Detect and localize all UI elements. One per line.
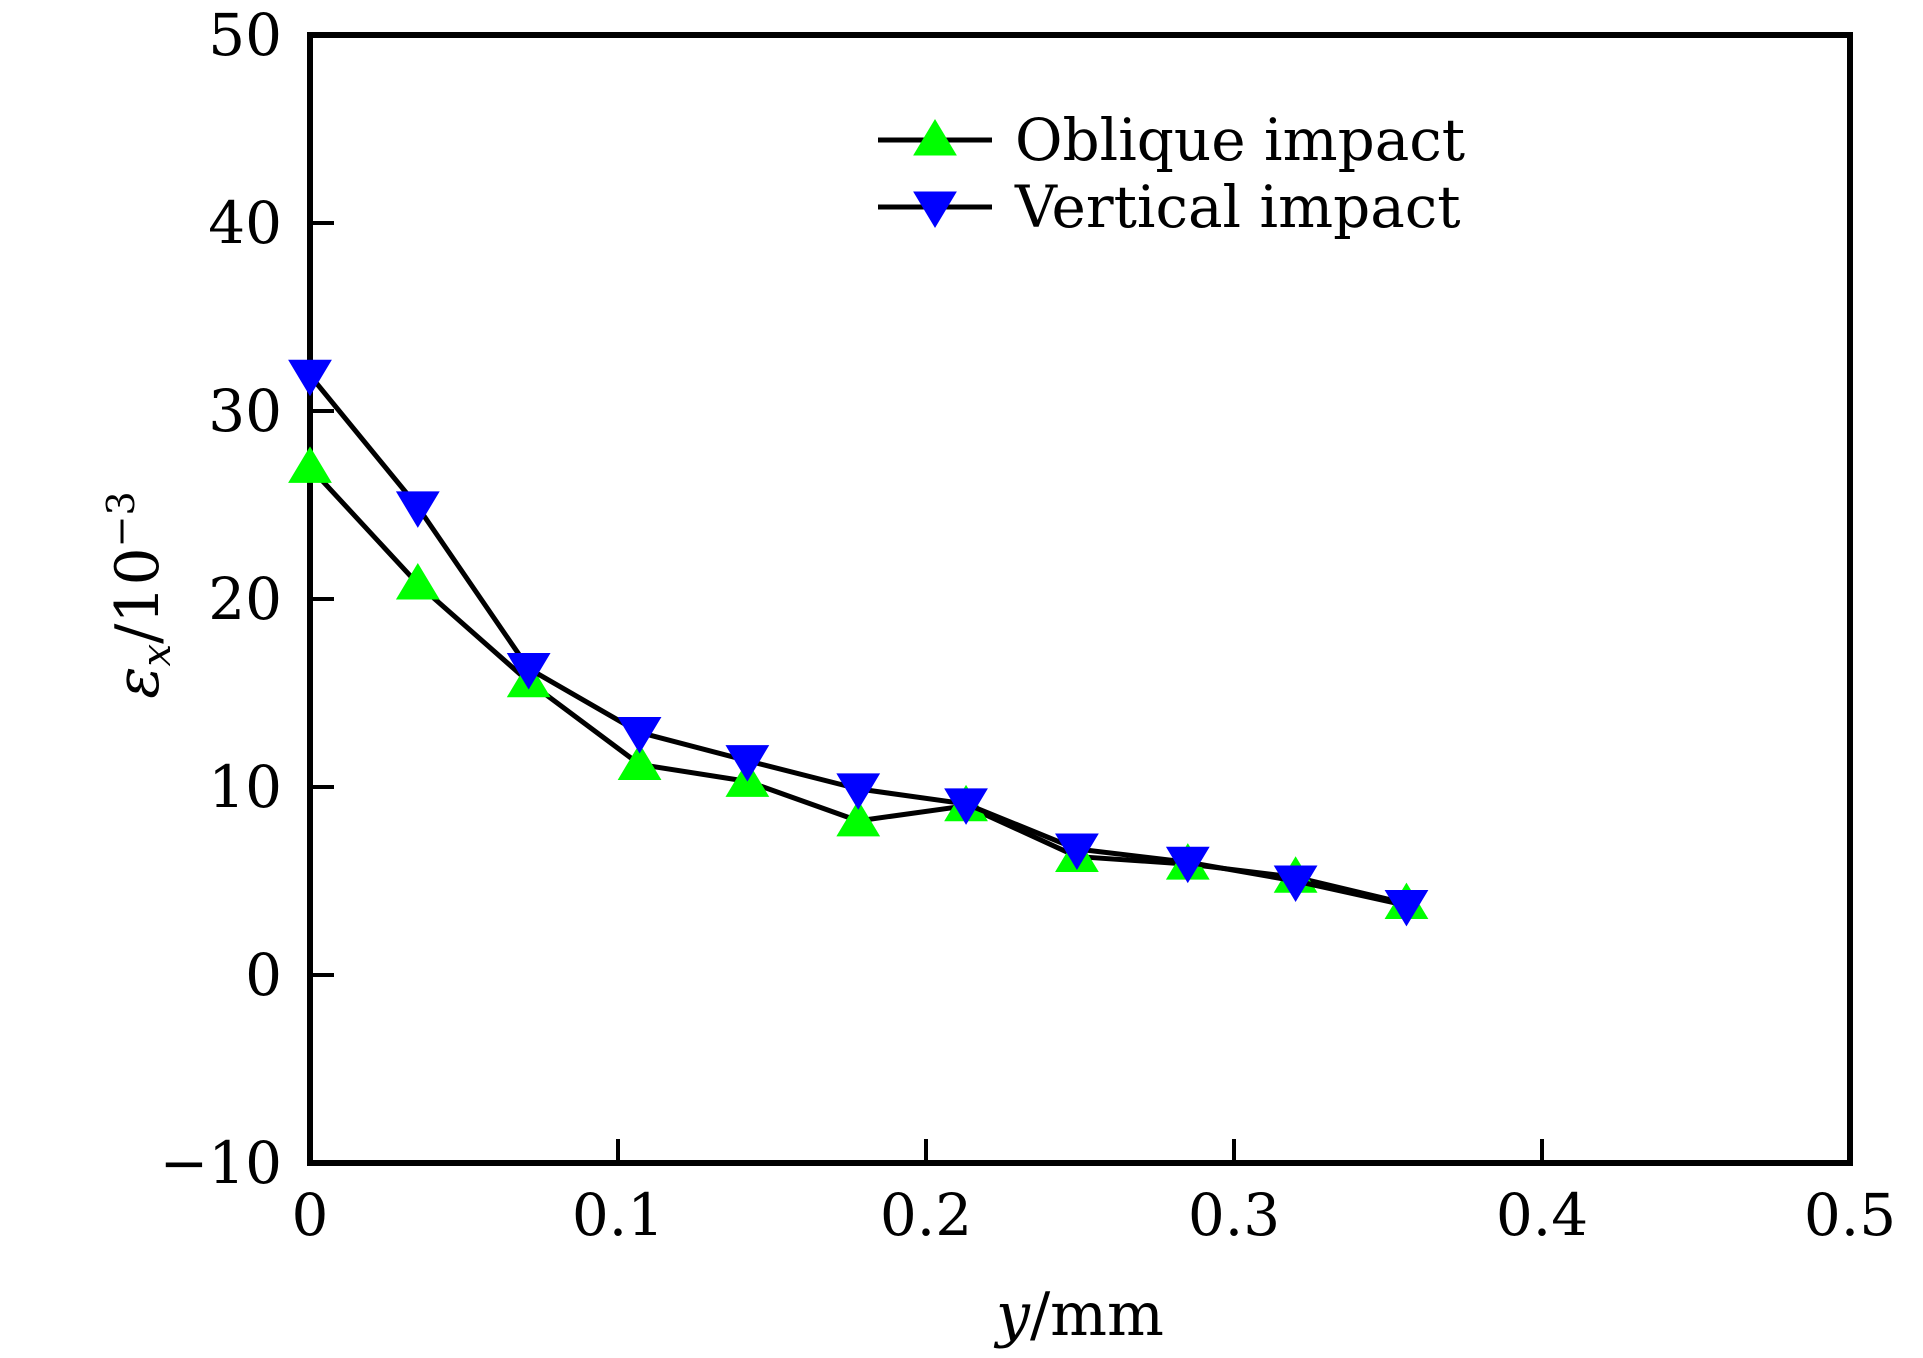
x-tick-label: 0.5 [1804, 1181, 1896, 1249]
x-tick-label: 0.4 [1496, 1181, 1588, 1249]
series-2 [288, 359, 1429, 927]
legend-label: Vertical impact [1014, 173, 1461, 241]
y-tick-label: 10 [208, 753, 282, 821]
x-axis-variable: y [993, 1280, 1031, 1350]
y-axis-ticks: −10 0 10 20 30 40 50 [160, 1, 334, 1197]
y-axis-variable: ε [103, 666, 173, 698]
data-point [617, 716, 662, 754]
y-axis-exponent: −3 [99, 491, 143, 547]
x-tick-label: 0.3 [1188, 1181, 1280, 1249]
x-axis-label: y/mm [993, 1280, 1164, 1350]
legend-marker [913, 119, 957, 156]
y-tick-label: 40 [208, 189, 282, 257]
data-point [395, 562, 440, 600]
data-point [725, 745, 770, 782]
data-point [836, 773, 881, 810]
data-point [1055, 833, 1099, 871]
x-axis-unit: /mm [1030, 1280, 1164, 1350]
legend-item: Oblique impact [878, 106, 1465, 174]
y-tick-label: 50 [208, 1, 282, 69]
y-tick-label: 30 [208, 377, 282, 445]
x-tick-label: 0 [292, 1181, 329, 1249]
y-axis-subscript: x [134, 644, 180, 667]
y-axis-unit: /10 [103, 547, 173, 644]
data-point [617, 743, 662, 780]
y-tick-label: −10 [160, 1129, 282, 1197]
data-point [288, 359, 332, 397]
series-layer [288, 359, 1429, 927]
data-point [506, 653, 551, 690]
data-point [836, 799, 881, 837]
x-tick-label: 0.1 [572, 1181, 664, 1249]
data-point [1384, 889, 1429, 927]
legend-item: Vertical impact [878, 173, 1461, 241]
y-tick-label: 20 [208, 565, 282, 633]
x-axis-ticks: 0 0.1 0.2 0.3 0.4 0.5 [292, 1139, 1896, 1249]
data-point [395, 491, 440, 528]
series-1 [288, 446, 1429, 920]
legend-label: Oblique impact [1015, 106, 1465, 174]
legend-marker [913, 191, 957, 228]
y-axis-label: εx/10−3 [99, 491, 180, 698]
data-point [1273, 865, 1318, 902]
data-point [944, 788, 988, 825]
y-tick-label: 0 [245, 941, 282, 1009]
data-point [1165, 846, 1210, 884]
x-tick-label: 0.2 [880, 1181, 972, 1249]
series-line [308, 465, 1408, 906]
data-point [288, 446, 332, 483]
